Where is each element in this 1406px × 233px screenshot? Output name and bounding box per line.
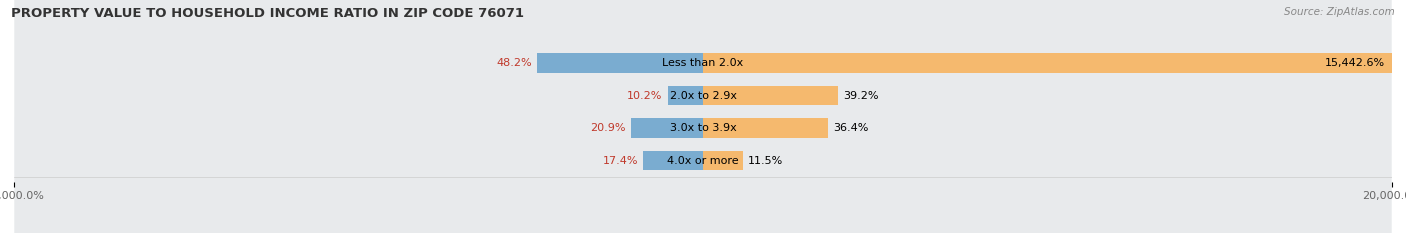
Text: 4.0x or more: 4.0x or more — [668, 156, 738, 166]
Text: 2.0x to 2.9x: 2.0x to 2.9x — [669, 91, 737, 101]
Text: 3.0x to 3.9x: 3.0x to 3.9x — [669, 123, 737, 133]
Bar — [631, 118, 703, 138]
Bar — [703, 86, 838, 105]
Text: 36.4%: 36.4% — [834, 123, 869, 133]
FancyBboxPatch shape — [14, 0, 1392, 233]
FancyBboxPatch shape — [14, 0, 1392, 233]
Bar — [703, 151, 742, 170]
Text: Less than 2.0x: Less than 2.0x — [662, 58, 744, 68]
FancyBboxPatch shape — [14, 0, 1392, 233]
Bar — [703, 53, 1392, 73]
Text: 39.2%: 39.2% — [844, 91, 879, 101]
Text: 10.2%: 10.2% — [627, 91, 662, 101]
Bar — [537, 53, 703, 73]
Text: 17.4%: 17.4% — [602, 156, 638, 166]
FancyBboxPatch shape — [14, 0, 1392, 233]
Text: PROPERTY VALUE TO HOUSEHOLD INCOME RATIO IN ZIP CODE 76071: PROPERTY VALUE TO HOUSEHOLD INCOME RATIO… — [11, 7, 524, 20]
Bar — [703, 118, 828, 138]
Bar — [668, 86, 703, 105]
Text: Source: ZipAtlas.com: Source: ZipAtlas.com — [1284, 7, 1395, 17]
Text: 20.9%: 20.9% — [591, 123, 626, 133]
Text: 48.2%: 48.2% — [496, 58, 531, 68]
Text: 11.5%: 11.5% — [748, 156, 783, 166]
Bar — [643, 151, 703, 170]
Text: 15,442.6%: 15,442.6% — [1324, 58, 1385, 68]
